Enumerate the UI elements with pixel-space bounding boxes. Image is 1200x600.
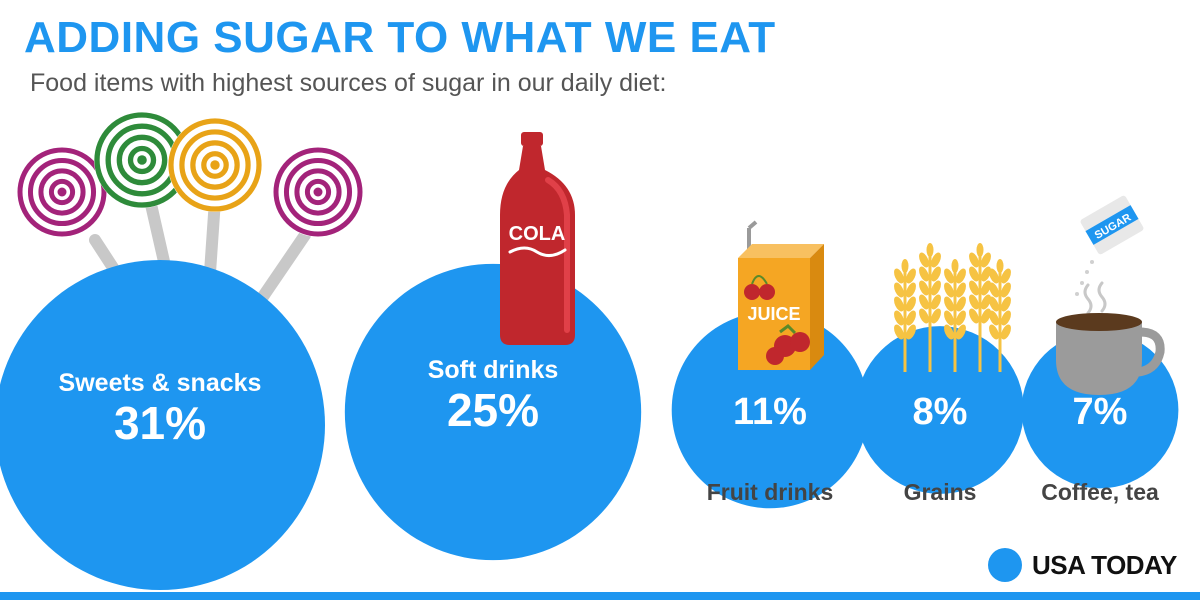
juice-box-icon: JUICE xyxy=(738,220,824,370)
category-label: Coffee, tea xyxy=(1041,479,1159,505)
value-label: 11% xyxy=(733,391,807,433)
cola-bottle-icon: COLA xyxy=(500,132,575,345)
wheat-icon xyxy=(894,243,1011,372)
bubble-fruit-drinks xyxy=(671,311,869,509)
value-label: 8% xyxy=(913,391,968,433)
value-label: 7% xyxy=(1073,391,1128,433)
value-label: 31% xyxy=(114,397,206,449)
usa-today-logo: USA TODAY xyxy=(988,545,1177,585)
value-label: 25% xyxy=(447,384,539,436)
cola-label: COLA xyxy=(509,223,566,245)
bubble-sweets-snacks xyxy=(0,260,325,590)
juice-label: JUICE xyxy=(747,304,800,324)
category-label: Soft drinks xyxy=(428,356,559,384)
category-label: Sweets & snacks xyxy=(59,369,262,397)
usa-today-dot-icon xyxy=(988,548,1022,582)
coffee-cup-icon: SUGAR xyxy=(1056,195,1165,395)
page-subtitle: Food items with highest sources of sugar… xyxy=(30,69,667,97)
page-title: ADDING SUGAR TO WHAT WE EAT xyxy=(24,13,776,62)
category-label: Grains xyxy=(904,479,977,505)
bottom-accent-bar xyxy=(0,592,1200,600)
brand-name: USA TODAY xyxy=(1032,549,1177,580)
category-label: Fruit drinks xyxy=(707,479,834,505)
lollipops-icon xyxy=(17,112,363,351)
bubble-grains xyxy=(856,326,1024,494)
